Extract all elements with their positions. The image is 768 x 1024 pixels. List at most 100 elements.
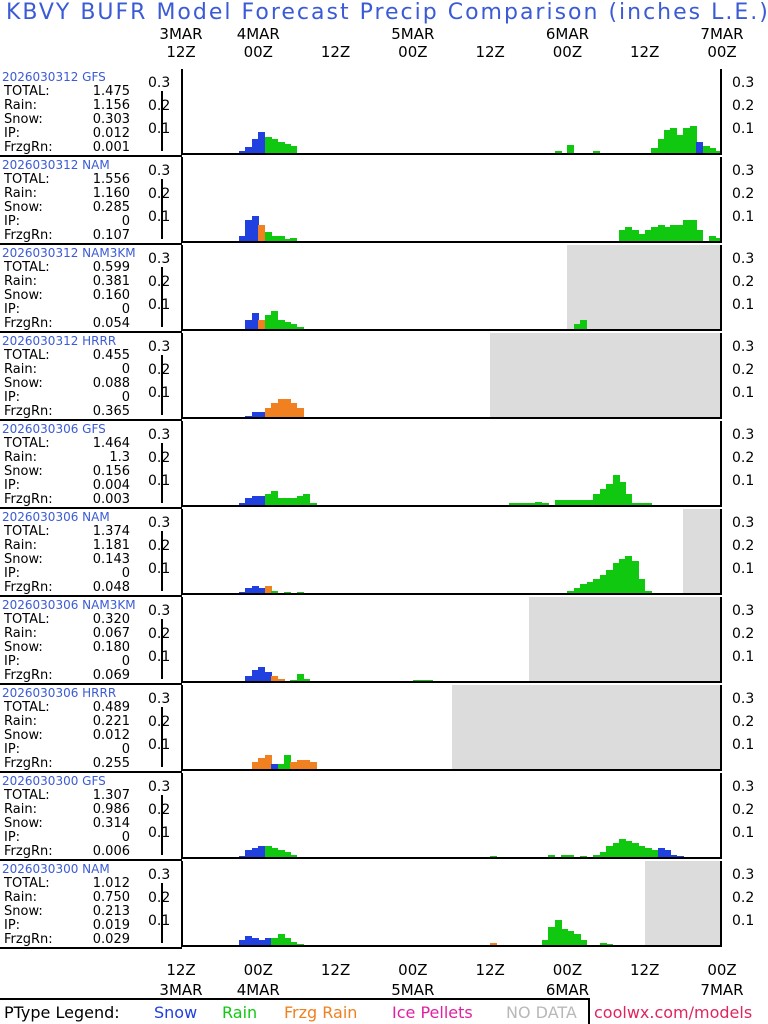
y-tick-label-right: 0.2 xyxy=(732,98,755,115)
precip-bar-rain xyxy=(541,502,549,505)
precip-bar-rain xyxy=(554,919,562,945)
y-tick-label-left: 0.3 xyxy=(148,75,171,92)
stat-label: IP: xyxy=(4,390,21,405)
precip-plot xyxy=(181,773,722,859)
y-tick-label-right: 0.3 xyxy=(732,867,755,884)
precip-bar-rain xyxy=(618,558,626,593)
stat-label: FrzgRn: xyxy=(4,580,53,595)
no-data-region xyxy=(451,685,720,769)
precip-bar-snow xyxy=(245,676,253,681)
legend-rain: Rain xyxy=(222,1003,258,1022)
precip-bar-snow xyxy=(251,495,259,505)
y-tick-label-right: 0.3 xyxy=(732,691,755,708)
stat-value: 0.320 xyxy=(92,612,130,627)
stat-value: 0.006 xyxy=(92,844,130,859)
stat-label: Rain: xyxy=(4,186,37,201)
stat-label: TOTAL: xyxy=(4,788,50,803)
precip-bar-rain xyxy=(593,493,601,505)
y-tick-label-right: 0.2 xyxy=(732,714,755,731)
stat-label: TOTAL: xyxy=(4,524,50,539)
precip-bar-rain xyxy=(425,679,433,681)
y-tick-label-left: 0.1 xyxy=(148,385,171,402)
precip-bar-snow xyxy=(664,850,672,857)
stat-label: Snow: xyxy=(4,816,43,831)
panel-separator xyxy=(0,331,182,333)
y-tick-label-left: 0.1 xyxy=(148,737,171,754)
precip-bar-snow xyxy=(258,845,266,857)
stat-value: 1.307 xyxy=(92,788,130,803)
stat-value: 0.001 xyxy=(92,140,130,155)
precip-bar-rain xyxy=(638,579,646,593)
panel-separator xyxy=(0,155,182,157)
precip-bar-rain xyxy=(638,845,646,857)
y-tick-label-left: 0.3 xyxy=(148,427,171,444)
stat-label: Snow: xyxy=(4,728,43,743)
y-tick-label-right: 0.2 xyxy=(732,890,755,907)
precip-bar-rain xyxy=(573,588,581,593)
stat-label: IP: xyxy=(4,214,21,229)
stat-label: Rain: xyxy=(4,98,37,113)
precip-bar-frzg xyxy=(271,403,279,417)
stat-label: Rain: xyxy=(4,802,37,817)
precip-bar-rain xyxy=(638,502,646,505)
stat-value: 0.160 xyxy=(92,288,130,303)
precip-bar-rain xyxy=(573,933,581,945)
stat-value: 0.156 xyxy=(92,464,130,479)
precip-bar-snow xyxy=(251,938,259,945)
precip-bar-rain xyxy=(290,146,298,153)
precip-bar-rain xyxy=(554,500,562,505)
stat-value: 1.556 xyxy=(92,172,130,187)
y-tick-label-left: 0.1 xyxy=(148,209,171,226)
precip-bar-rain xyxy=(296,591,304,593)
precip-bar-rain xyxy=(618,482,626,505)
precip-bar-rain xyxy=(689,125,697,153)
stats-divider xyxy=(161,707,163,767)
model-run-label: 2026030306 NAM xyxy=(2,510,110,524)
precip-bar-rain xyxy=(631,561,639,593)
stat-label: TOTAL: xyxy=(4,876,50,891)
precip-bar-rain xyxy=(560,500,568,505)
legend-snow: Snow xyxy=(154,1003,198,1022)
precip-bar-rain xyxy=(696,229,704,241)
model-run-label: 2026030306 NAM3KM xyxy=(2,598,136,612)
model-panel: 2026030312 NAM3KM TOTAL: 0.599 Rain: 0.381 Sn… xyxy=(0,245,768,333)
axis-hour-label: 00Z xyxy=(398,961,428,979)
y-tick-label-left: 0.2 xyxy=(148,890,171,907)
y-tick-label-right: 0.3 xyxy=(732,427,755,444)
precip-bar-rain xyxy=(593,579,601,593)
precip-plot xyxy=(181,157,722,243)
y-tick-label-left: 0.2 xyxy=(148,802,171,819)
stat-value: 1.156 xyxy=(92,98,130,113)
precip-bar-rain xyxy=(618,229,626,241)
y-tick-label-right: 0.2 xyxy=(732,626,755,643)
legend-no-data: NO DATA xyxy=(506,1003,577,1022)
stat-value: 0.004 xyxy=(92,478,130,493)
precip-bar-rain xyxy=(644,502,652,505)
stat-label: IP: xyxy=(4,742,21,757)
precip-bar-rain xyxy=(264,315,272,329)
panel-separator xyxy=(0,419,182,421)
legend-title: PType Legend: xyxy=(4,1003,120,1022)
stat-label: Rain: xyxy=(4,714,37,729)
precip-bar-rain xyxy=(290,941,298,945)
precip-bar-rain xyxy=(490,855,498,857)
stat-label: IP: xyxy=(4,830,21,845)
precip-bar-snow xyxy=(258,132,266,153)
y-tick-label-left: 0.2 xyxy=(148,450,171,467)
precip-bar-rain xyxy=(560,929,568,945)
model-panel: 2026030312 HRRR TOTAL: 0.455 Rain: 0 Snow: 0.0… xyxy=(0,333,768,421)
precip-bar-rain xyxy=(683,127,691,153)
precip-bar-rain xyxy=(277,498,285,505)
precip-bar-snow xyxy=(251,847,259,857)
precip-bar-snow xyxy=(251,215,259,241)
stat-value: 0.054 xyxy=(92,316,130,331)
precip-bar-rain xyxy=(419,679,427,681)
precip-bar-frzg xyxy=(251,762,259,769)
source-link[interactable]: coolwx.com/models xyxy=(594,1003,753,1022)
stat-value: 0.221 xyxy=(92,714,130,729)
stat-label: TOTAL: xyxy=(4,700,50,715)
stat-label: IP: xyxy=(4,566,21,581)
precip-bar-snow xyxy=(238,591,246,593)
precip-bar-rain xyxy=(271,590,279,593)
precip-bar-rain xyxy=(284,591,292,593)
